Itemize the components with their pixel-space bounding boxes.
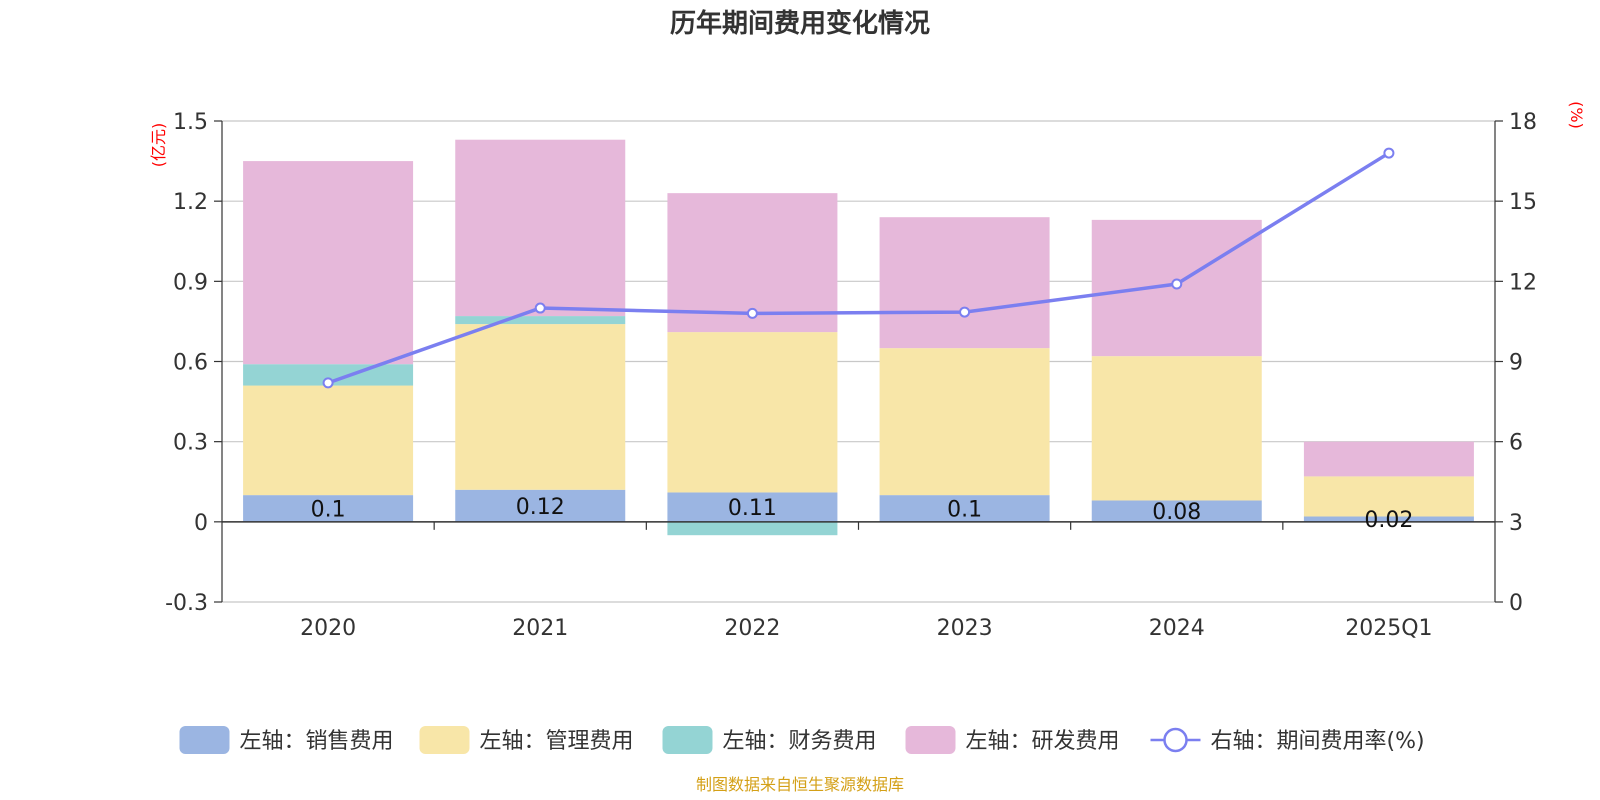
left-tick-label: 1.2 (173, 190, 208, 215)
bar-layer (243, 139, 1474, 536)
right-axis-unit: (%) (1567, 101, 1586, 129)
legend-label[interactable]: 左轴：销售费用 (240, 729, 394, 754)
bar-segment (1303, 476, 1474, 517)
left-tick-label: 0 (194, 511, 208, 536)
x-tick-label: 2024 (1149, 616, 1205, 641)
legend-label[interactable]: 右轴：期间费用率(%) (1211, 729, 1425, 754)
bar-segment (1091, 356, 1262, 501)
chart-title: 历年期间费用变化情况 (670, 8, 930, 39)
legend-swatch[interactable] (179, 726, 230, 754)
x-tick-label: 2021 (512, 616, 568, 641)
rate-point (959, 306, 971, 318)
left-tick-label: 0.3 (173, 431, 208, 456)
legend-label[interactable]: 左轴：研发费用 (966, 729, 1120, 754)
x-tick-label: 2025Q1 (1345, 616, 1432, 641)
bar-segment (667, 332, 838, 493)
bar-segment (455, 316, 626, 325)
left-tick-label: 1.5 (173, 110, 208, 135)
bar-segment (243, 385, 414, 496)
bar-data-label: 0.1 (947, 497, 982, 522)
legend: 左轴：销售费用 左轴：管理费用 左轴：财务费用 左轴：研发费用 右轴：期间费用率(%) (179, 726, 1425, 754)
rate-point (534, 302, 546, 314)
right-tick-label: 12 (1509, 270, 1537, 295)
bar-data-label: 0.12 (516, 495, 565, 520)
legend-label[interactable]: 左轴：管理费用 (480, 729, 634, 754)
bar-segment (879, 495, 1050, 522)
left-tick-label: 0.6 (173, 351, 208, 376)
left-tick-label: -0.3 (165, 591, 208, 616)
right-tick-label: 9 (1509, 351, 1523, 376)
left-tick-label: 0.9 (173, 270, 208, 295)
legend-marker[interactable] (1163, 727, 1188, 753)
rate-line-layer (322, 147, 1395, 389)
bar-segment (455, 489, 626, 522)
legend-swatch[interactable] (905, 726, 956, 754)
bar-data-label: 0.02 (1364, 508, 1413, 533)
x-tick-label: 2022 (724, 616, 780, 641)
source-note: 制图数据来自恒生聚源数据库 (696, 775, 904, 794)
rate-line (327, 151, 1390, 385)
bar-segment (455, 139, 626, 317)
right-tick-label: 15 (1509, 190, 1537, 215)
legend-swatch[interactable] (662, 726, 713, 754)
x-tick-label: 2020 (300, 616, 356, 641)
rate-point (746, 307, 758, 319)
right-tick-label: 0 (1509, 591, 1523, 616)
bar-data-label: 0.08 (1152, 500, 1201, 525)
legend-swatch[interactable] (419, 726, 470, 754)
legend-label[interactable]: 左轴：财务费用 (723, 729, 877, 754)
bar-segment (667, 492, 838, 522)
bar-segment (455, 324, 626, 490)
x-tick-label: 2023 (937, 616, 993, 641)
rate-point (1383, 147, 1395, 159)
left-axis-unit: (亿元) (149, 123, 168, 168)
bar-segment (1303, 441, 1474, 477)
bar-segment (879, 217, 1050, 349)
bar-segment (243, 161, 414, 365)
data-labels: 0.1 0.12 0.11 0.1 0.08 0.02 (311, 495, 1414, 533)
rate-point (1171, 278, 1183, 290)
bar-segment (1091, 500, 1262, 522)
bar-segment (667, 521, 838, 536)
bar-segment (879, 348, 1050, 496)
bar-data-label: 0.11 (728, 496, 777, 521)
axes: -0.3 0 0.3 0.6 0.9 1.2 1.5 0 3 6 9 12 15 18 2020 2021 20… (165, 110, 1537, 641)
bar-segment (243, 495, 414, 522)
right-tick-label: 18 (1509, 110, 1537, 135)
right-tick-label: 6 (1509, 431, 1523, 456)
bar-segment (1303, 516, 1474, 522)
rate-point (322, 377, 334, 389)
right-tick-label: 3 (1509, 511, 1523, 536)
bar-data-label: 0.1 (311, 497, 346, 522)
